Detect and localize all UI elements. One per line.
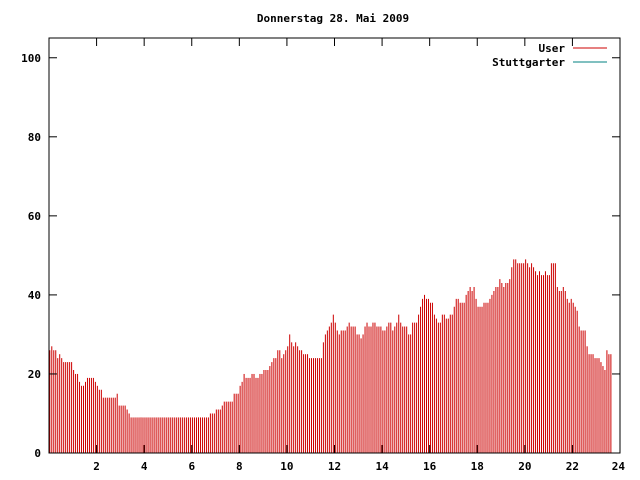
legend-label-stuttgarter: Stuttgarter [492,56,565,69]
y-axis: 0 20 40 60 80 100 [21,52,620,460]
y-tick-label-0: 0 [34,447,41,460]
chart-title: Donnerstag 28. Mai 2009 [257,12,409,25]
x-tick-label-0: 2 [93,460,100,473]
legend: User Stuttgarter [492,42,607,69]
x-tick-label-3: 8 [236,460,243,473]
y-tick-label-4: 80 [28,131,41,144]
x-tick-label-8: 18 [471,460,484,473]
y-tick-label-3: 60 [28,210,41,223]
plot-frame [48,37,621,454]
x-tick-label-4: 10 [280,460,293,473]
y-tick-label-2: 40 [28,289,41,302]
x-tick-label-6: 14 [375,460,389,473]
bars-group [49,259,612,453]
x-tick-label-9: 20 [518,460,531,473]
x-tick-label-11: 24 [612,460,626,473]
y-tick-label-5: 100 [21,52,41,65]
y-tick-label-1: 20 [28,368,41,381]
x-tick-label-10: 22 [566,460,579,473]
x-tick-label-7: 16 [423,460,437,473]
x-axis: 2 4 6 8 10 12 14 16 18 20 22 24 [93,38,625,473]
x-tick-label-5: 12 [328,460,341,473]
x-tick-label-1: 4 [141,460,148,473]
x-tick-label-2: 6 [188,460,195,473]
legend-label-user: User [539,42,566,55]
